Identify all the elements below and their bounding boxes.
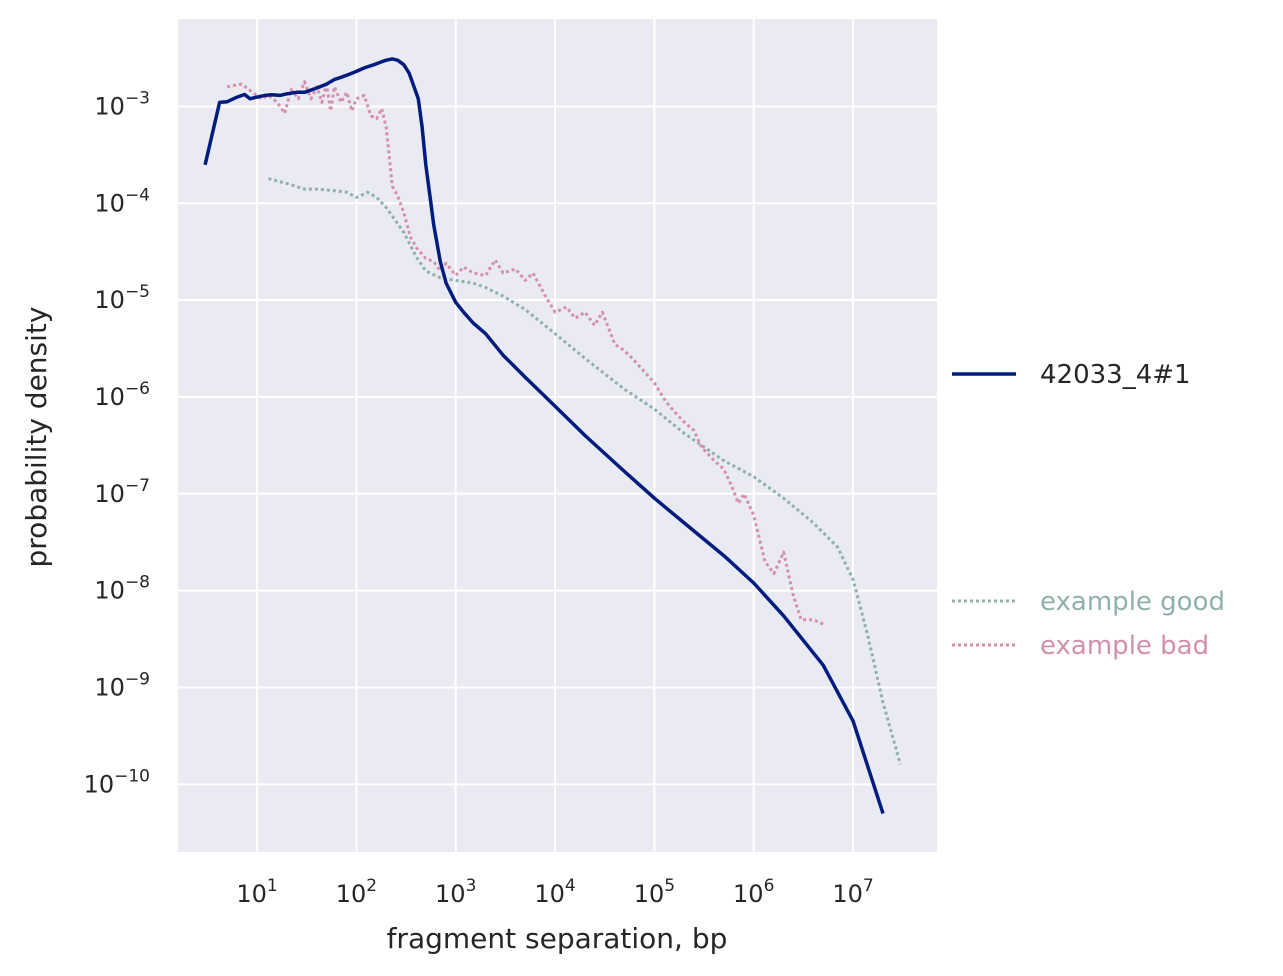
legend-label: example good [1040,587,1225,617]
grid [178,19,937,852]
legend: 42033_4#1 example good example bad [952,360,1225,661]
series-line-example-bad [226,80,824,626]
y-tick-label: 10−10 [84,766,150,798]
y-tick-label: 10−3 [94,88,150,120]
y-tick-label: 10−5 [94,282,150,314]
legend-entry: 42033_4#1 [952,360,1191,390]
y-tick-label: 10−6 [94,379,150,411]
y-tick-label: 10−8 [94,573,150,605]
x-tick-label: 106 [733,876,774,908]
y-tick-label: 10−4 [94,185,150,217]
x-axis-label: fragment separation, bp [387,922,728,955]
legend-entry: example bad [952,631,1209,661]
x-tick-label: 101 [236,876,277,908]
x-tick-label: 103 [435,876,476,908]
x-tick-label: 102 [336,876,377,908]
plot-area [178,19,937,852]
x-tick-label: 107 [832,876,873,908]
series-line-42033-4-1 [203,57,885,815]
legend-label: example bad [1040,631,1209,661]
series-layer [203,57,902,815]
series-line-example-good [268,177,902,765]
y-tick-label: 10−7 [94,476,150,508]
x-tick-labels: 101 102 103 104 105 106 107 [236,876,873,908]
x-tick-label: 104 [534,876,575,908]
y-tick-labels: 10−3 10−4 10−5 10−6 10−7 10−8 10−9 10−10 [84,88,150,798]
legend-entry: example good [952,587,1225,617]
x-tick-label: 105 [634,876,675,908]
y-axis-label: probability density [20,307,53,568]
y-tick-label: 10−9 [94,669,150,701]
legend-label: 42033_4#1 [1040,360,1191,390]
